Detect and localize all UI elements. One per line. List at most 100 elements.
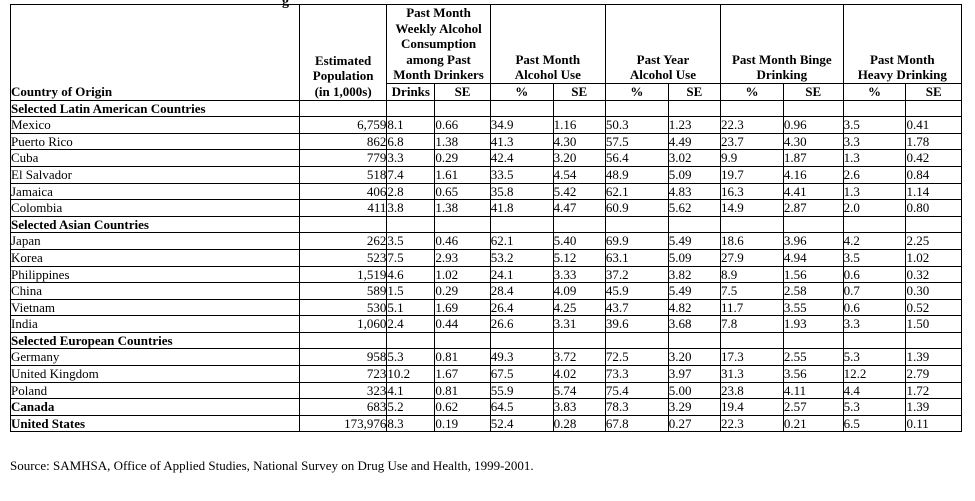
value-cell: 1.39 xyxy=(905,348,962,367)
total-row: United States 173,976 8.3 0.19 52.4 0.28 67.8 0… xyxy=(10,414,962,433)
population-cell: 530 xyxy=(298,298,388,317)
country-cell: Puerto Rico xyxy=(10,132,300,151)
value-cell: 4.1 xyxy=(386,381,436,400)
table-row: Germany 958 5.3 0.81 49.3 3.72 72.5 3.20 17.3 2.5… xyxy=(10,348,962,367)
value-cell: 1.69 xyxy=(434,298,491,317)
country-cell: United States xyxy=(10,414,300,433)
value-cell: 4.2 xyxy=(842,232,907,250)
value-cell: 3.55 xyxy=(782,298,844,317)
section-row: Selected Latin American Countries xyxy=(10,99,962,118)
value-cell: 26.6 xyxy=(489,315,554,333)
value-cell: 39.6 xyxy=(604,315,669,333)
value-cell: 1.39 xyxy=(905,398,962,416)
value-cell: 75.4 xyxy=(604,381,669,400)
value-cell: 4.4 xyxy=(842,381,907,400)
value-cell: 53.2 xyxy=(489,248,554,267)
empty-cell xyxy=(489,331,554,350)
value-cell: 0.11 xyxy=(905,414,962,433)
value-cell: 1.38 xyxy=(434,132,491,151)
country-cell: El Salvador xyxy=(10,165,300,184)
weekly-consumption-header: Past Month Weekly Alcohol Consumption am… xyxy=(386,4,491,84)
country-cell: Colombia xyxy=(10,199,300,217)
value-cell: 6.8 xyxy=(386,132,436,151)
empty-cell xyxy=(386,215,436,234)
value-cell: 2.6 xyxy=(842,165,907,184)
value-cell: 0.80 xyxy=(905,199,962,217)
value-cell: 19.7 xyxy=(720,165,784,184)
value-cell: 3.5 xyxy=(842,116,907,134)
section-title: Selected Latin American Countries xyxy=(10,99,300,118)
value-cell: 45.9 xyxy=(604,282,669,300)
value-cell: 0.19 xyxy=(434,414,491,433)
value-cell: 1.50 xyxy=(905,315,962,333)
empty-cell xyxy=(552,215,606,234)
country-cell: Korea xyxy=(10,248,300,267)
value-cell: 2.57 xyxy=(782,398,844,416)
value-cell: 0.30 xyxy=(905,282,962,300)
table-row: Poland 323 4.1 0.81 55.9 5.74 75.4 5.00 23.8 4.11… xyxy=(10,381,962,400)
empty-cell xyxy=(842,99,907,118)
value-cell: 9.9 xyxy=(720,149,784,167)
value-cell: 3.20 xyxy=(667,348,722,367)
population-cell: 406 xyxy=(298,182,388,201)
value-cell: 4.94 xyxy=(782,248,844,267)
value-cell: 0.28 xyxy=(552,414,606,433)
value-cell: 0.81 xyxy=(434,381,491,400)
value-cell: 3.5 xyxy=(842,248,907,267)
source-note: Source: SAMHSA, Office of Applied Studie… xyxy=(10,458,534,473)
country-cell: Jamaica xyxy=(10,182,300,201)
value-cell: 4.30 xyxy=(782,132,844,151)
value-cell: 57.5 xyxy=(604,132,669,151)
pct-subheader: % xyxy=(720,82,784,101)
value-cell: 1.02 xyxy=(905,248,962,267)
country-cell: China xyxy=(10,282,300,300)
value-cell: 0.46 xyxy=(434,232,491,250)
header-row: Country of Origin Estimated Population (… xyxy=(10,4,963,101)
value-cell: 8.9 xyxy=(720,265,784,284)
section-row: Selected European Countries xyxy=(10,331,962,350)
value-cell: 2.8 xyxy=(386,182,436,201)
binge-header: Past Month Binge Drinking xyxy=(720,4,844,84)
value-cell: 3.56 xyxy=(782,365,844,383)
value-cell: 5.09 xyxy=(667,248,722,267)
country-cell: United Kingdom xyxy=(10,365,300,383)
value-cell: 60.9 xyxy=(604,199,669,217)
table-row: Japan 262 3.5 0.46 62.1 5.40 69.9 5.49 18.6 3.96 4… xyxy=(10,232,962,250)
empty-cell xyxy=(386,99,436,118)
value-cell: 55.9 xyxy=(489,381,554,400)
value-cell: 6.5 xyxy=(842,414,907,433)
year-use-header: Past Year Alcohol Use xyxy=(604,4,722,84)
empty-cell xyxy=(434,99,491,118)
value-cell: 3.68 xyxy=(667,315,722,333)
country-cell: Canada xyxy=(10,398,300,416)
value-cell: 0.27 xyxy=(667,414,722,433)
value-cell: 5.3 xyxy=(842,348,907,367)
population-header: Estimated Population (in 1,000s) xyxy=(298,4,388,101)
value-cell: 4.41 xyxy=(782,182,844,201)
se-subheader: SE xyxy=(782,82,844,101)
value-cell: 12.2 xyxy=(842,365,907,383)
empty-cell xyxy=(905,215,962,234)
value-cell: 1.3 xyxy=(842,149,907,167)
value-cell: 2.25 xyxy=(905,232,962,250)
value-cell: 1.78 xyxy=(905,132,962,151)
se-subheader: SE xyxy=(434,82,491,101)
empty-cell xyxy=(720,215,784,234)
value-cell: 3.33 xyxy=(552,265,606,284)
country-cell: Poland xyxy=(10,381,300,400)
value-cell: 5.3 xyxy=(386,348,436,367)
value-cell: 63.1 xyxy=(604,248,669,267)
heavy-header: Past Month Heavy Drinking xyxy=(842,4,963,84)
drinks-subheader: Drinks xyxy=(386,82,436,101)
value-cell: 4.6 xyxy=(386,265,436,284)
value-cell: 3.02 xyxy=(667,149,722,167)
empty-cell xyxy=(782,99,844,118)
country-cell: Japan xyxy=(10,232,300,250)
value-cell: 67.8 xyxy=(604,414,669,433)
value-cell: 41.3 xyxy=(489,132,554,151)
value-cell: 50.3 xyxy=(604,116,669,134)
empty-cell xyxy=(782,331,844,350)
value-cell: 1.87 xyxy=(782,149,844,167)
table-row: Puerto Rico 862 6.8 1.38 41.3 4.30 57.5 4.49 23.… xyxy=(10,132,962,151)
value-cell: 3.72 xyxy=(552,348,606,367)
